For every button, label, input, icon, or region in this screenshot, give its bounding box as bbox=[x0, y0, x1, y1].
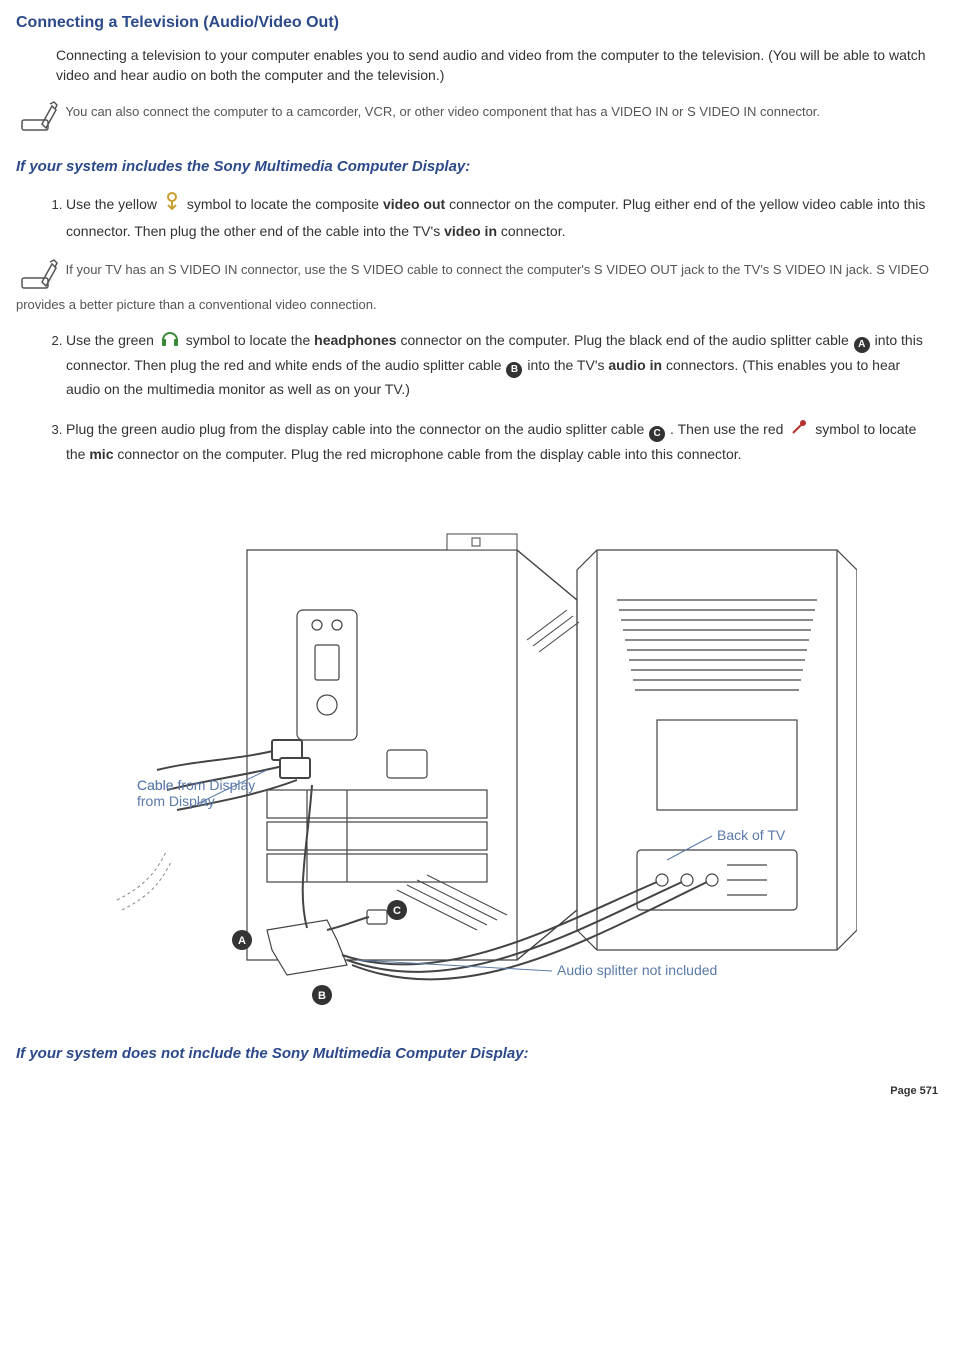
step-1-text-d: connector. bbox=[501, 223, 566, 239]
step-1-bold-1: video out bbox=[383, 196, 445, 212]
step-3-text-a: Plug the green audio plug from the displ… bbox=[66, 421, 648, 437]
pen-note-icon bbox=[16, 100, 58, 139]
note-svideo: If your TV has an S VIDEO IN connector, … bbox=[16, 258, 938, 314]
step-2-bold-2: audio in bbox=[608, 357, 662, 373]
svg-text:C: C bbox=[393, 905, 401, 917]
step-2-text-b: symbol to locate the bbox=[186, 332, 314, 348]
main-heading: Connecting a Television (Audio/Video Out… bbox=[16, 12, 938, 34]
step-2-text-e: into the TV's bbox=[527, 357, 608, 373]
page-number: Page 571 bbox=[16, 1084, 938, 1099]
step-3-text-d: connector on the computer. Plug the red … bbox=[117, 446, 741, 462]
svg-text:A: A bbox=[238, 935, 246, 947]
step-1-text-a: Use the yellow bbox=[66, 196, 161, 212]
sub-heading-not-includes: If your system does not include the Sony… bbox=[16, 1043, 938, 1064]
step-3: Plug the green audio plug from the displ… bbox=[66, 417, 938, 466]
step-1-bold-2: video in bbox=[444, 223, 497, 239]
steps-list: Use the yellow symbol to locate the comp… bbox=[36, 191, 938, 242]
diagram-label-back: Back of TV bbox=[717, 827, 786, 843]
note-svideo-text: If your TV has an S VIDEO IN connector, … bbox=[16, 262, 929, 313]
connection-diagram: A B C Cable from Display Cable from Disp… bbox=[16, 490, 938, 1026]
step-2-text-c: connector on the computer. Plug the blac… bbox=[401, 332, 853, 348]
intro-paragraph: Connecting a television to your computer… bbox=[56, 46, 938, 85]
pen-note-icon bbox=[16, 258, 58, 297]
step-2: Use the green symbol to locate the headp… bbox=[66, 328, 938, 401]
video-out-icon bbox=[163, 191, 181, 219]
svg-text:B: B bbox=[318, 990, 326, 1002]
mic-icon bbox=[789, 417, 809, 443]
diagram-label-splitter: Audio splitter not included bbox=[557, 962, 717, 978]
sub-heading-includes: If your system includes the Sony Multime… bbox=[16, 156, 938, 177]
note-camcorder: You can also connect the computer to a c… bbox=[16, 100, 938, 139]
step-3-text-b: . Then use the red bbox=[670, 421, 787, 437]
step-1-text-b: symbol to locate the composite bbox=[187, 196, 383, 212]
circle-b-icon: B bbox=[506, 362, 522, 378]
step-1: Use the yellow symbol to locate the comp… bbox=[66, 191, 938, 242]
circle-c-icon: C bbox=[649, 426, 665, 442]
steps-list-cont: Use the green symbol to locate the headp… bbox=[36, 328, 938, 466]
step-2-bold-1: headphones bbox=[314, 332, 396, 348]
note-camcorder-text: You can also connect the computer to a c… bbox=[65, 104, 820, 119]
step-2-text-a: Use the green bbox=[66, 332, 158, 348]
step-3-bold-1: mic bbox=[89, 446, 113, 462]
circle-a-icon: A bbox=[854, 337, 870, 353]
headphones-icon bbox=[160, 328, 180, 354]
